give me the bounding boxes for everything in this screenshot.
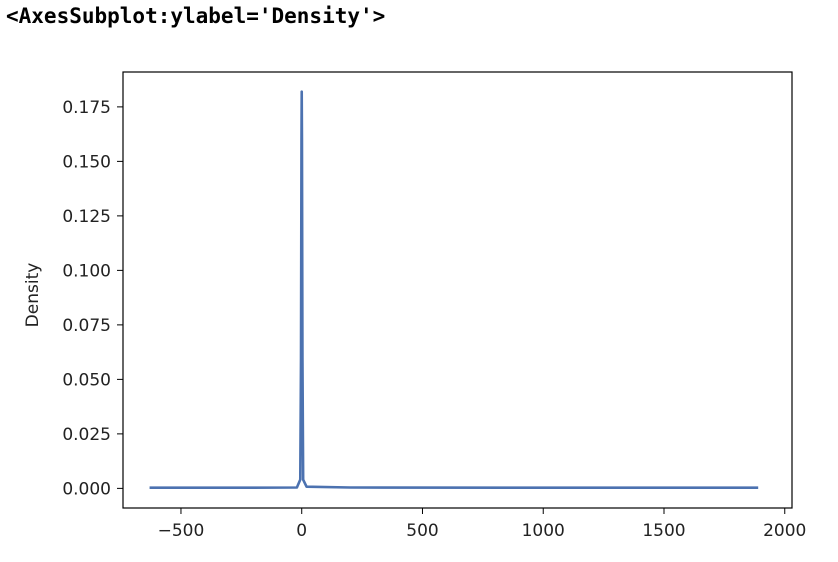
x-tick-label: 2000 (763, 521, 806, 541)
y-axis-label: Density (23, 263, 43, 328)
y-tick-label: 0.175 (62, 98, 111, 118)
axes-frame (122, 71, 793, 509)
y-tick-label: 0.025 (62, 425, 111, 445)
x-tick-label: 1000 (522, 521, 565, 541)
y-tick-label: 0.100 (62, 261, 111, 281)
x-tick-label: 1500 (642, 521, 685, 541)
x-tick-label: 500 (406, 521, 438, 541)
x-tick-label: 0 (296, 521, 307, 541)
y-tick-label: 0.125 (62, 207, 111, 227)
x-tick-label: −500 (158, 521, 205, 541)
y-tick-label: 0.050 (62, 370, 111, 390)
y-tick-label: 0.075 (62, 316, 111, 336)
y-tick-label: 0.150 (62, 152, 111, 172)
cell-output-repr: <AxesSubplot:ylabel='Density'> (6, 4, 386, 28)
y-tick-label: 0.000 (62, 479, 111, 499)
density-line (149, 90, 759, 490)
